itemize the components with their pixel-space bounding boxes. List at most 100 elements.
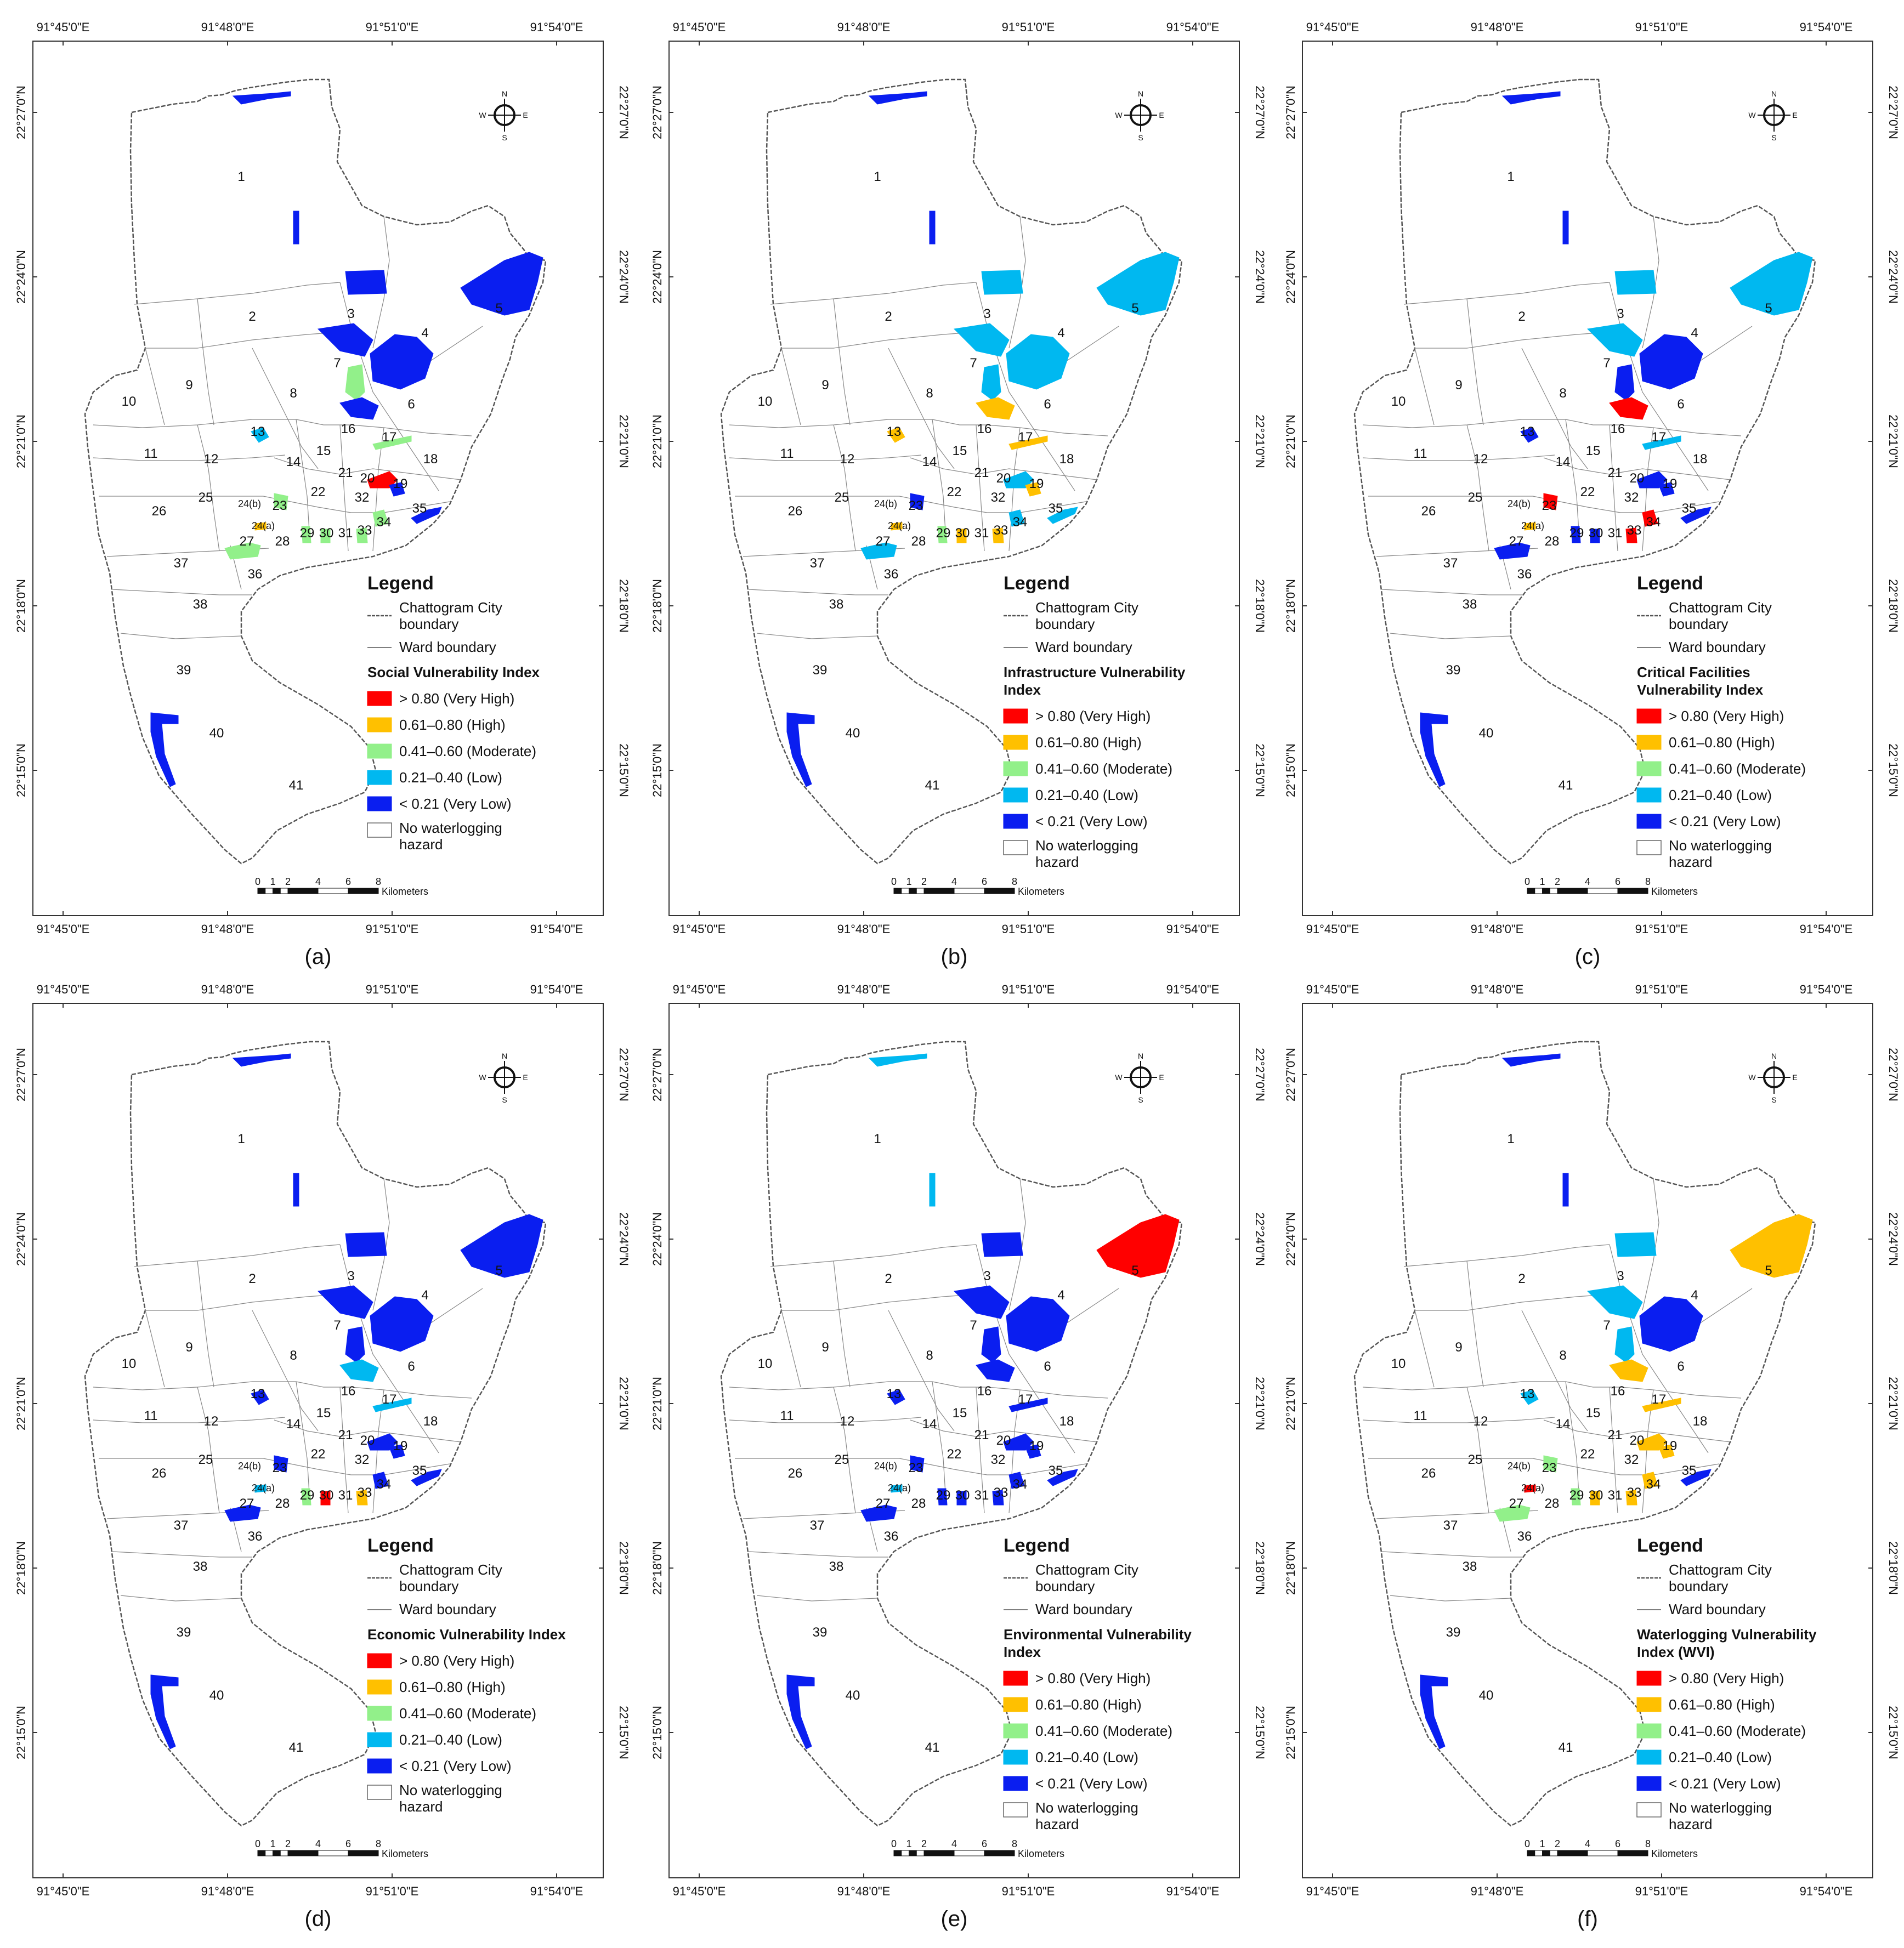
- ward-label: 3: [347, 1269, 354, 1283]
- vulnerability-zone: [1636, 471, 1668, 489]
- vulnerability-zone: [339, 397, 379, 420]
- ward-label: 36: [884, 1529, 899, 1544]
- ward-label: 41: [925, 778, 940, 793]
- latitude-label-left: 22°24'0"N: [14, 1212, 28, 1266]
- legend-no-hazard: No waterlogging hazard: [1669, 1799, 1772, 1832]
- legend-class-label: < 0.21 (Very Low): [1669, 813, 1781, 830]
- legend-no-hazard-line1: No waterlogging: [1035, 1799, 1138, 1816]
- ward-label: 2: [885, 1271, 892, 1286]
- vulnerability-zone: [1008, 509, 1025, 527]
- legend-class-label: < 0.21 (Very Low): [399, 796, 512, 812]
- ward-label: 15: [953, 1406, 967, 1421]
- latitude-label-left: 22°21'0"N: [14, 414, 28, 468]
- scale-tick-label: 2: [285, 876, 291, 887]
- legend-swatch: [367, 770, 392, 785]
- vulnerability-zone: [1730, 1214, 1813, 1278]
- compass-west: W: [1115, 1073, 1123, 1082]
- scale-tick-label: 1: [270, 876, 275, 887]
- ward-label: 31: [338, 526, 353, 541]
- ward-label: 15: [953, 444, 967, 458]
- latitude-label-right: 22°15'0"N: [1886, 743, 1900, 797]
- ward-label: 38: [829, 597, 844, 612]
- vulnerability-zone: [1642, 509, 1658, 527]
- legend-no-hazard-line2: hazard: [1669, 854, 1713, 870]
- scale-tick-label: 4: [951, 876, 957, 887]
- ward-label: 14: [1556, 455, 1571, 469]
- latitude-label-left: 22°27'0"N: [1284, 86, 1297, 139]
- latitude-label-left: 22°21'0"N: [14, 1377, 28, 1430]
- compass-south: S: [502, 1095, 507, 1104]
- scale-tick-label: 6: [1615, 1838, 1620, 1849]
- longitude-label-bottom: 91°45'0"E: [673, 922, 726, 936]
- vulnerability-zone: [1096, 252, 1180, 316]
- compass-east: E: [523, 111, 528, 120]
- ward-label: 29: [936, 1488, 951, 1503]
- scale-tick-label: 2: [285, 1838, 291, 1849]
- compass-north: N: [1771, 1052, 1777, 1060]
- ward-boundary: [1609, 1387, 1618, 1514]
- latitude-label-left: 22°27'0"N: [14, 86, 28, 139]
- ward-boundary: [1381, 589, 1522, 595]
- vulnerability-zone: [981, 1326, 1001, 1363]
- ward-boundary: [976, 1387, 985, 1514]
- legend-swatch: [1636, 708, 1662, 724]
- vulnerability-zone: [981, 1232, 1023, 1257]
- ward-label: 16: [1611, 1384, 1625, 1399]
- legend-class-label: 0.41–0.60 (Moderate): [1035, 1723, 1172, 1739]
- longitude-label-top: 91°51'0"E: [1002, 20, 1055, 34]
- compass-icon: N S E W: [1748, 1052, 1797, 1104]
- legend-swatch: [367, 691, 392, 706]
- scale-segment: [257, 1850, 266, 1856]
- legend-city-boundary: Chattogram City boundary: [1669, 1561, 1772, 1594]
- latitude-label-right: 22°18'0"N: [1253, 1541, 1267, 1595]
- legend-class-label: 0.21–0.40 (Low): [1669, 1749, 1772, 1765]
- legend-index-title: Infrastructure Vulnerability Index: [1004, 664, 1186, 698]
- ward-label: 12: [1474, 1414, 1488, 1429]
- ward-label: 16: [977, 1384, 992, 1399]
- ward-label: 24(b): [874, 1461, 897, 1472]
- longitude-label-bottom: 91°45'0"E: [673, 1884, 726, 1898]
- scale-unit: Kilometers: [382, 1848, 428, 1859]
- legend: Legend Chattogram City boundary Ward bounda…: [1636, 573, 1806, 870]
- vulnerability-zone: [1562, 1173, 1569, 1207]
- legend-swatch: [1003, 1723, 1028, 1739]
- vulnerability-zone: [1006, 1296, 1070, 1352]
- ward-label: 21: [338, 465, 353, 480]
- ward-label: 7: [333, 356, 341, 371]
- ward-label: 19: [1029, 476, 1044, 491]
- ward-label: 8: [290, 1348, 297, 1363]
- legend-index-title-line: Index (WVI): [1637, 1644, 1715, 1660]
- longitude-label-bottom: 91°48'0"E: [1471, 922, 1524, 936]
- vulnerability-zone: [150, 1674, 179, 1750]
- latitude-label-left: 22°15'0"N: [650, 743, 664, 797]
- ward-label: 5: [495, 1263, 502, 1278]
- scale-segment: [1557, 1850, 1588, 1856]
- legend-ward-boundary: Ward boundary: [399, 1601, 496, 1617]
- ward-boundary: [932, 1381, 1108, 1399]
- ward-label: 9: [821, 1340, 829, 1355]
- ward-label: 23: [1542, 498, 1557, 513]
- scale-tick-label: 6: [982, 876, 987, 887]
- ward-label: 40: [209, 1688, 224, 1703]
- ward-boundary: [1532, 1458, 1720, 1475]
- ward-label: 24(a): [1521, 520, 1544, 531]
- ward-label: 11: [780, 1409, 794, 1423]
- ward-boundary: [372, 216, 390, 349]
- ward-label: 31: [1608, 526, 1623, 541]
- latitude-label-left: 22°18'0"N: [650, 579, 664, 633]
- ward-label: 26: [788, 504, 803, 519]
- ward-label: 5: [1765, 1263, 1772, 1278]
- scale-segment: [1542, 888, 1550, 894]
- ward-label: 10: [1391, 394, 1406, 409]
- ward-boundary: [120, 1595, 242, 1601]
- ward-label: 28: [275, 534, 290, 549]
- ward-label: 15: [316, 444, 331, 458]
- ward-boundary: [252, 1310, 319, 1432]
- ward-label: 7: [970, 1318, 977, 1333]
- scale-tick-label: 0: [1525, 876, 1530, 887]
- ward-label: 9: [185, 378, 192, 393]
- ward-label: 21: [974, 465, 989, 480]
- legend-city-boundary: Chattogram City boundary: [399, 1561, 502, 1594]
- ward-boundary: [1415, 331, 1616, 349]
